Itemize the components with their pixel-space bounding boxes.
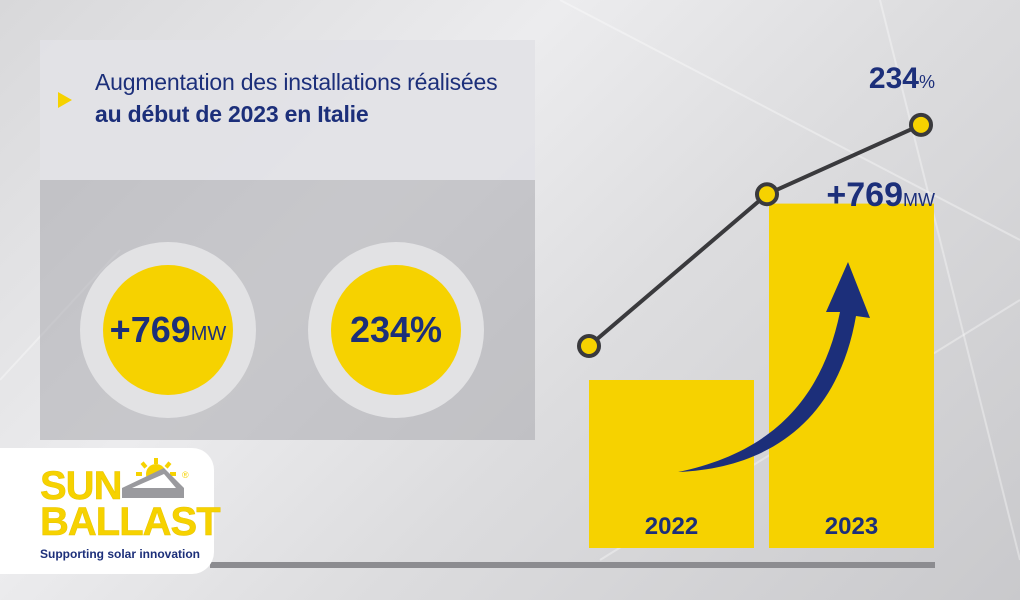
solar-panel-logo-icon xyxy=(122,458,184,498)
title-line-1: Augmentation des installations réalisées xyxy=(95,69,498,95)
stat-unit: MW xyxy=(190,322,227,345)
trend-point xyxy=(577,334,601,358)
logo-card xyxy=(0,448,214,574)
title-line-2: au début de 2023 en Italie xyxy=(95,101,369,127)
registered-mark: ® xyxy=(182,470,189,480)
bar-label-2022: 2022 xyxy=(645,513,698,540)
line-value-label: 234% xyxy=(869,62,935,95)
page-title: Augmentation des installations réalisées… xyxy=(95,66,498,130)
play-arrow-icon xyxy=(58,92,72,108)
trend-point xyxy=(755,182,779,207)
brand-name-line-1: SUN xyxy=(40,464,123,508)
headline-panel xyxy=(40,40,535,180)
stat-disc: 234% xyxy=(331,265,461,395)
stat-circle-percent: 234% xyxy=(308,242,484,418)
stat-disc: +769 MW xyxy=(103,265,233,395)
bar-label-2023: 2023 xyxy=(825,513,878,540)
trend-point xyxy=(909,112,933,137)
chart-baseline xyxy=(210,562,935,568)
stat-value: +769 xyxy=(109,309,191,350)
brand-tagline: Supporting solar innovation xyxy=(40,547,200,561)
bar-2023 xyxy=(769,203,934,548)
bar-value-label: +769MW xyxy=(826,176,935,214)
brand-name-line-2: BALLAST xyxy=(40,500,221,544)
stat-value: 234% xyxy=(349,309,443,350)
stat-circle-mw: +769 MW xyxy=(80,242,256,418)
growth-arrow-icon xyxy=(678,262,870,472)
